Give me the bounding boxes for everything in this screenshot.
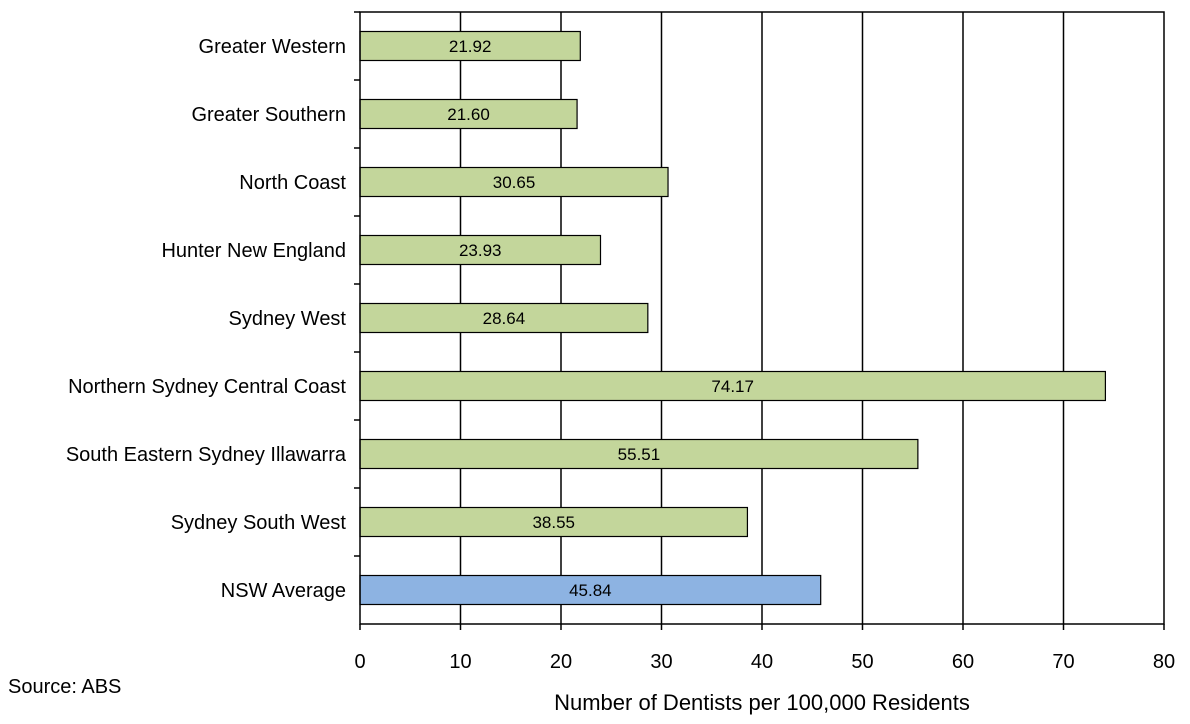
category-label: North Coast <box>239 172 346 194</box>
category-label: Hunter New England <box>161 240 346 262</box>
source-note: Source: ABS <box>8 676 122 698</box>
category-label: Sydney South West <box>171 512 347 534</box>
category-label: Greater Western <box>199 36 346 58</box>
data-label: 21.92 <box>449 37 492 56</box>
data-label: 28.64 <box>483 309 526 328</box>
plot-area-border <box>359 11 1165 625</box>
bar-greater-western <box>359 30 581 62</box>
x-tick-label: 60 <box>952 651 974 673</box>
data-label: 55.51 <box>618 445 661 464</box>
x-tick-label: 10 <box>449 651 471 673</box>
plot-frame <box>359 11 1165 625</box>
category-label: South Eastern Sydney Illawarra <box>66 444 347 466</box>
x-tick-label: 50 <box>851 651 873 673</box>
data-label: 38.55 <box>532 513 575 532</box>
x-tick-label: 0 <box>354 651 365 673</box>
bar-sydney-south-west <box>359 506 749 538</box>
bar-greater-southern <box>359 98 578 130</box>
bar-north-coast <box>359 166 669 198</box>
x-axis-title: Number of Dentists per 100,000 Residents <box>554 690 970 715</box>
bars <box>359 30 1107 606</box>
bar-northern-sydney-central-coast <box>359 370 1107 402</box>
labels: 0 10 20 30 40 50 60 70 80 Greater Western 21.92 Gre… <box>66 36 1175 673</box>
x-tick-label: 20 <box>550 651 572 673</box>
data-label: 23.93 <box>459 241 502 260</box>
data-label: 45.84 <box>569 581 612 600</box>
bar-nsw-average <box>359 574 822 606</box>
data-label: 30.65 <box>493 173 536 192</box>
bar-south-eastern-sydney-illawarra <box>359 438 919 470</box>
category-label: Sydney West <box>229 308 347 330</box>
data-label: 74.17 <box>711 377 754 396</box>
x-tick-label: 30 <box>650 651 672 673</box>
category-label: Greater Southern <box>191 104 346 126</box>
x-tick-label: 70 <box>1052 651 1074 673</box>
category-label: Northern Sydney Central Coast <box>68 376 346 398</box>
data-label: 21.60 <box>447 105 490 124</box>
bar-sydney-west <box>359 302 649 334</box>
x-tick-label: 40 <box>751 651 773 673</box>
category-label: NSW Average <box>221 580 346 602</box>
x-tick-label: 80 <box>1153 651 1175 673</box>
